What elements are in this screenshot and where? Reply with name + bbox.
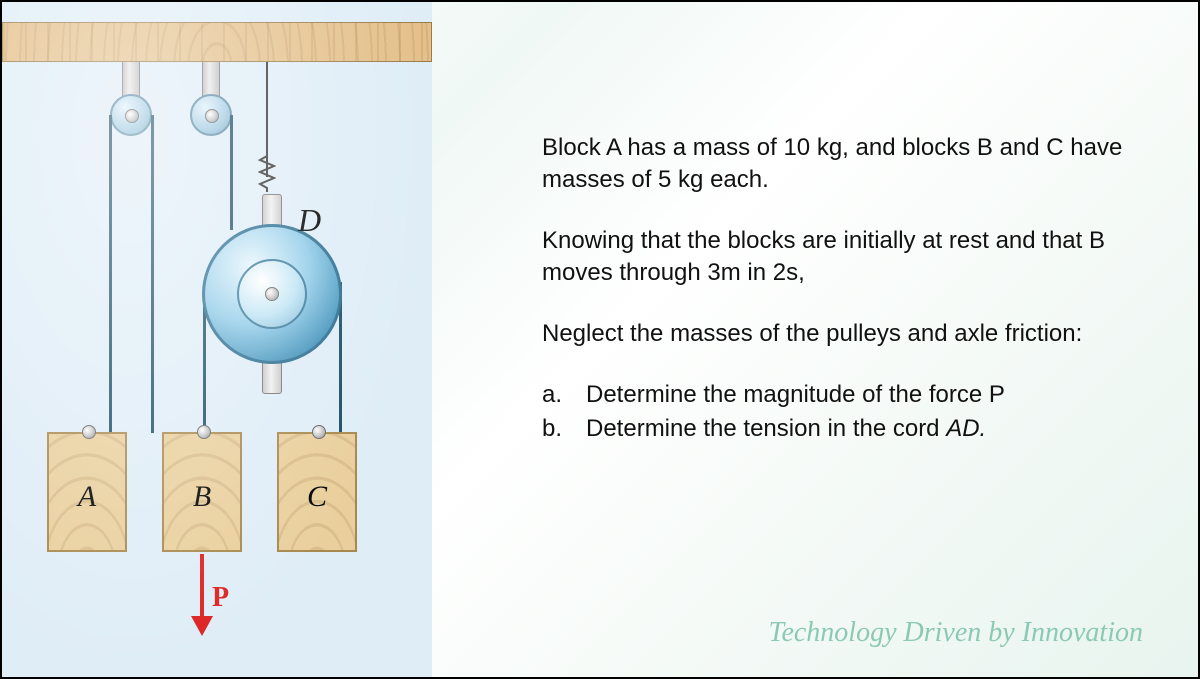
- block-label-C: C: [279, 480, 355, 514]
- question-id: a.: [542, 378, 568, 412]
- rope-B-upper: [151, 115, 154, 433]
- block-C: C: [277, 432, 357, 552]
- rope-to-big-pulley: [230, 115, 233, 230]
- question-text: Determine the magnitude of the force P: [586, 378, 1005, 412]
- block-label-B: B: [164, 480, 240, 514]
- problem-paragraph-2: Knowing that the blocks are initially at…: [542, 225, 1138, 290]
- problem-paragraph-3: Neglect the masses of the pulleys and ax…: [542, 318, 1138, 350]
- question-b-em: AD.: [946, 415, 986, 442]
- block-label-A: A: [49, 480, 125, 514]
- question-list: a. Determine the magnitude of the force …: [542, 378, 1138, 445]
- pulley-pin-icon: [125, 109, 139, 123]
- force-P-arrow-icon: [200, 554, 204, 624]
- block-B: B: [162, 432, 242, 552]
- small-pulley-2: [190, 94, 232, 136]
- question-b-pre: Determine the tension in the cord: [586, 415, 946, 442]
- spring-icon: [258, 152, 276, 192]
- question-b: b. Determine the tension in the cord AD.: [542, 412, 1138, 446]
- label-D: D: [298, 202, 321, 239]
- rope-A: [109, 115, 112, 433]
- question-a: a. Determine the magnitude of the force …: [542, 378, 1138, 412]
- problem-paragraph-1: Block A has a mass of 10 kg, and blocks …: [542, 132, 1138, 197]
- force-P-label: P: [212, 582, 229, 614]
- page-root: D A B C P Block A has a mass of 10 kg, a…: [0, 0, 1200, 679]
- problem-panel: Block A has a mass of 10 kg, and blocks …: [432, 2, 1198, 677]
- problem-text: Block A has a mass of 10 kg, and blocks …: [542, 132, 1138, 445]
- pulley-pin-icon: [205, 109, 219, 123]
- block-attach-icon: [312, 425, 326, 439]
- tagline: Technology Driven by Innovation: [768, 617, 1143, 649]
- block-attach-icon: [197, 425, 211, 439]
- ceiling-beam: [2, 22, 432, 62]
- big-pulley-pin-icon: [265, 287, 279, 301]
- question-text: Determine the tension in the cord AD.: [586, 412, 986, 446]
- question-id: b.: [542, 412, 568, 446]
- big-pulley-D: [202, 224, 342, 364]
- pulley-diagram: D A B C P: [2, 2, 432, 677]
- small-pulley-1: [110, 94, 152, 136]
- block-A: A: [47, 432, 127, 552]
- block-attach-icon: [82, 425, 96, 439]
